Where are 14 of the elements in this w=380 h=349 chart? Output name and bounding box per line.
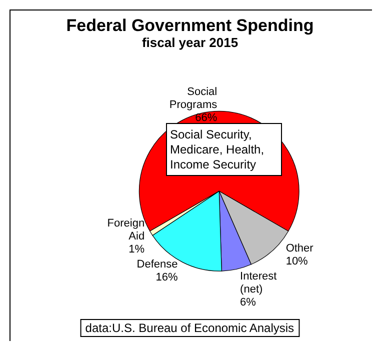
text: Social Security, Medicare, Health, Income Security [170,128,268,172]
slice-label: Foreign Aid [107,217,145,242]
data-label: 1% [128,243,145,256]
slice-label: Defense [136,258,178,270]
data-label: 6% [240,296,256,309]
data-label: 66% [195,112,218,124]
slice-label: Social Programs [169,86,218,112]
data-label: 10% [286,256,308,268]
slice-label: Interest (net) [240,270,277,296]
chart-subtitle: fiscal year 2015 [142,35,238,50]
data-label: 16% [156,271,178,284]
slice-label: Other [286,242,314,255]
chart-title: Federal Government Spending [66,16,314,35]
text: data:U.S. Bureau of Economic Analysis [85,321,294,335]
